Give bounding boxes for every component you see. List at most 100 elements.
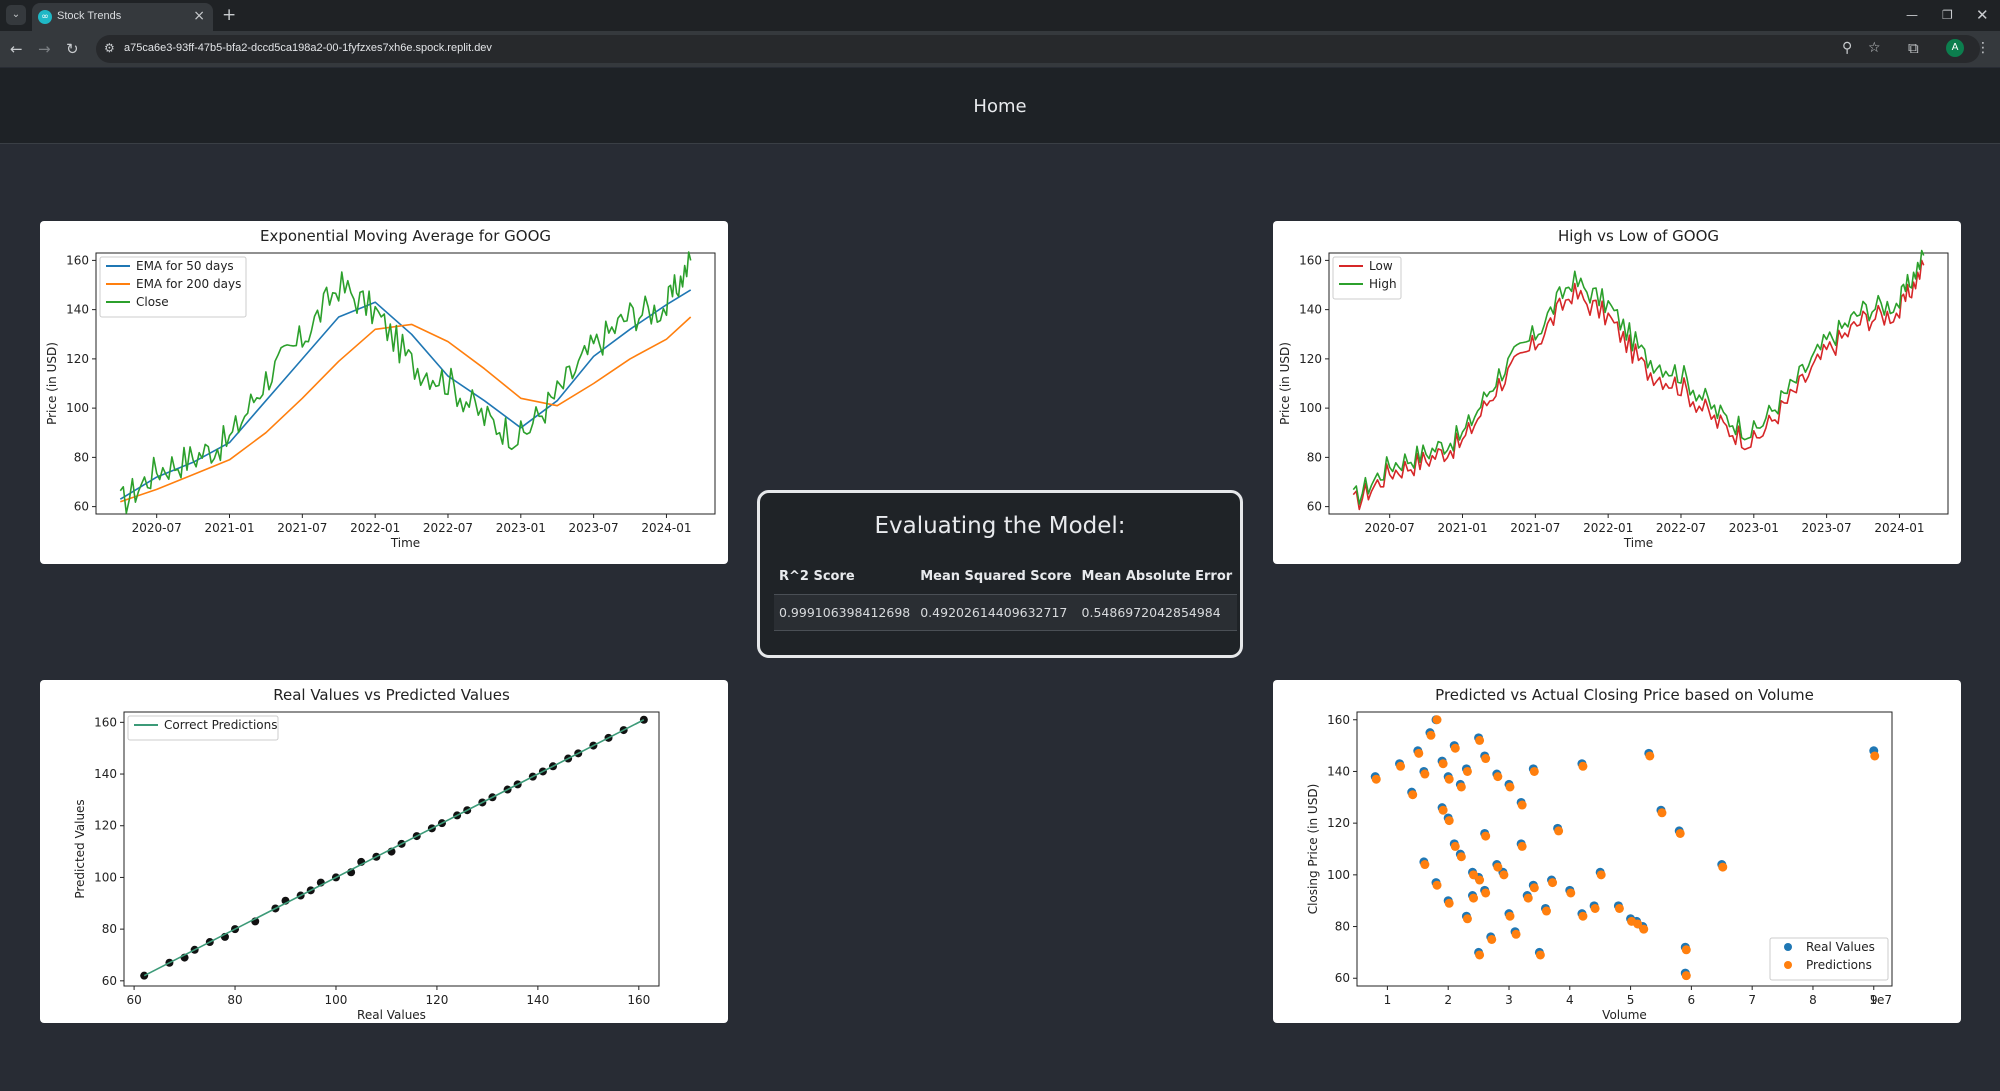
x-axis-label: Time <box>1623 536 1653 550</box>
series-line <box>1352 259 1925 511</box>
y-tick-label: 60 <box>1307 500 1322 514</box>
data-point <box>1590 903 1600 913</box>
x-tick-label: 7 <box>1748 993 1756 1007</box>
data-point <box>1371 774 1381 784</box>
home-link[interactable]: Home <box>973 96 1027 117</box>
data-point <box>1444 774 1454 784</box>
browser-menu-icon[interactable]: ⋮ <box>1976 40 1990 56</box>
metrics-header-row: R^2 Score Mean Squared Score Mean Absolu… <box>774 563 1238 595</box>
y-tick-label: 60 <box>74 500 89 514</box>
x-tick-label: 2024-01 <box>1874 521 1924 535</box>
data-point <box>1420 769 1430 779</box>
zoom-icon[interactable]: ⚲ <box>1842 40 1853 56</box>
plot-frame <box>95 252 716 515</box>
r2-value: 0.999106398412698 <box>774 594 916 631</box>
regression-line <box>143 719 645 977</box>
legend-label: EMA for 50 days <box>136 259 234 273</box>
high-low-chart-card: High vs Low of GOOG 60 80 100 120 140 160 2020-… <box>1273 221 1961 564</box>
y-tick-label: 160 <box>94 715 117 729</box>
y-axis-label: Predicted Values <box>73 799 87 898</box>
site-info-icon[interactable]: ⚙ <box>104 41 115 55</box>
restore-icon[interactable]: ❐ <box>1942 8 1953 22</box>
data-point <box>1469 893 1479 903</box>
tab-close-icon[interactable]: × <box>193 8 205 24</box>
metrics-table: R^2 Score Mean Squared Score Mean Absolu… <box>774 563 1238 631</box>
x-tick-label: 100 <box>325 993 348 1007</box>
data-point <box>1675 828 1685 838</box>
y-tick-label: 160 <box>66 253 89 267</box>
data-point <box>1481 888 1491 898</box>
data-point <box>1541 906 1551 916</box>
tab-search-icon[interactable]: ⌄ <box>6 5 26 25</box>
plot-frame <box>1328 252 1949 515</box>
legend-label: EMA for 200 days <box>136 277 241 291</box>
data-point <box>1456 852 1466 862</box>
data-point <box>1511 929 1521 939</box>
x-tick-label: 8 <box>1809 993 1817 1007</box>
x-tick-label: 3 <box>1505 993 1513 1007</box>
data-point <box>1450 841 1460 851</box>
data-point <box>1499 870 1509 880</box>
x-tick-label: 2024-01 <box>641 521 691 535</box>
browser-tab[interactable]: ∞ Stock Trends × <box>32 3 213 31</box>
y-tick-label: 120 <box>66 352 89 366</box>
x-tick-label: 5 <box>1627 993 1635 1007</box>
chart-title: Real Values vs Predicted Values <box>273 686 510 704</box>
data-point <box>1505 782 1515 792</box>
data-point <box>1529 766 1539 776</box>
y-tick-label: 140 <box>94 767 117 781</box>
x-tick-label: 80 <box>227 993 242 1007</box>
data-point <box>1578 911 1588 921</box>
minimize-icon[interactable]: — <box>1906 8 1918 22</box>
y-tick-label: 160 <box>1327 713 1350 727</box>
data-point <box>1414 748 1424 758</box>
profile-avatar[interactable]: A <box>1946 39 1964 57</box>
legend-label: Correct Predictions <box>164 718 277 732</box>
volume-chart-card: Predicted vs Actual Closing Price based … <box>1273 680 1961 1023</box>
y-tick-label: 100 <box>66 401 89 415</box>
real-vs-predicted-chart-card: Real Values vs Predicted Values 60 80 100 12… <box>40 680 728 1023</box>
address-bar[interactable]: ⚙ a75ca6e3-93ff-47b5-bfa2-dccd5ca198a2-0… <box>96 35 1980 63</box>
mse-value: 0.49202614409632717 <box>915 594 1077 631</box>
data-point <box>1481 831 1491 841</box>
x-tick-label: 6 <box>1688 993 1696 1007</box>
plot-frame <box>123 711 660 987</box>
y-axis-label: Price (in USD) <box>1278 342 1292 425</box>
data-point <box>1475 950 1485 960</box>
data-point <box>1481 754 1491 764</box>
x-tick-label: 2022-07 <box>423 521 473 535</box>
data-point <box>1529 883 1539 893</box>
bookmark-star-icon[interactable]: ☆ <box>1868 40 1881 56</box>
window-close-icon[interactable]: ✕ <box>1976 6 1989 24</box>
legend-box <box>127 715 279 741</box>
x-tick-label: 2023-07 <box>569 521 619 535</box>
x-tick-label: 2022-01 <box>350 521 400 535</box>
extensions-icon[interactable]: ⧉ <box>1908 39 1919 57</box>
data-point <box>1493 772 1503 782</box>
ema-chart-card: Exponential Moving Average for GOOG 60 80 1… <box>40 221 728 564</box>
volume-chart: Predicted vs Actual Closing Price based … <box>1306 686 1893 1022</box>
x-tick-label: 4 <box>1566 993 1574 1007</box>
y-tick-label: 140 <box>1327 764 1350 778</box>
data-point <box>1870 751 1880 761</box>
forward-icon[interactable]: → <box>38 40 51 58</box>
legend-marker <box>1784 943 1792 951</box>
data-point <box>1438 805 1448 815</box>
site-header: Home <box>0 68 2000 144</box>
x-tick-label: 9 <box>1870 993 1878 1007</box>
y-tick-label: 80 <box>102 922 117 936</box>
x-tick-label: 2021-07 <box>1510 521 1560 535</box>
y-tick-label: 60 <box>1335 971 1350 985</box>
x-tick-label: 2 <box>1444 993 1452 1007</box>
new-tab-icon[interactable]: + <box>222 5 237 25</box>
back-icon[interactable]: ← <box>10 40 23 58</box>
x-tick-label: 120 <box>425 993 448 1007</box>
y-tick-label: 100 <box>1327 868 1350 882</box>
url-text: a75ca6e3-93ff-47b5-bfa2-dccd5ca198a2-00-… <box>124 42 492 54</box>
reload-icon[interactable]: ↻ <box>66 40 79 58</box>
data-point <box>1614 903 1624 913</box>
y-tick-label: 80 <box>74 450 89 464</box>
replit-favicon-icon: ∞ <box>38 10 52 24</box>
legend-label: Predictions <box>1806 958 1872 972</box>
x-axis-label: Volume <box>1602 1008 1647 1022</box>
